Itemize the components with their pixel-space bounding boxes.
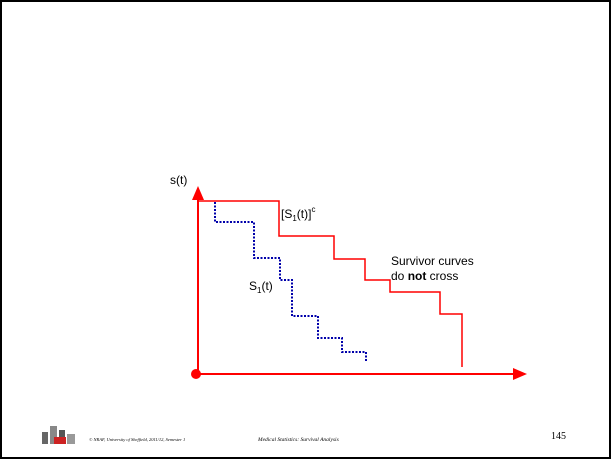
subscript: 1 — [257, 286, 262, 295]
page-number: 145 — [551, 431, 566, 442]
logo — [42, 426, 75, 444]
text: S — [249, 279, 257, 293]
superscript: c — [311, 205, 315, 214]
footer-course: Medical Statistics: Survival Analysis — [257, 437, 339, 443]
x-arrow — [513, 368, 527, 380]
text: (t)] — [297, 207, 312, 221]
origin — [191, 369, 201, 379]
text: [S — [281, 207, 292, 221]
subscript: 1 — [292, 214, 297, 223]
bold-text: not — [408, 269, 427, 283]
axis-label: s(t) — [170, 173, 187, 187]
lower-curve-label: S1(t) — [249, 279, 273, 295]
upper-curve-label: [S1(t)]c — [281, 205, 315, 223]
annotation: do not cross — [391, 269, 458, 283]
y-arrow — [192, 186, 204, 200]
lower-curve — [214, 202, 367, 362]
text: do — [391, 269, 408, 283]
text: (t) — [261, 279, 272, 293]
text: cross — [426, 269, 458, 283]
footer-copyright: © NRAF, University of Sheffield, 2011/12… — [89, 437, 185, 443]
upper-curve — [199, 200, 463, 367]
annotation: Survivor curves — [391, 254, 474, 268]
